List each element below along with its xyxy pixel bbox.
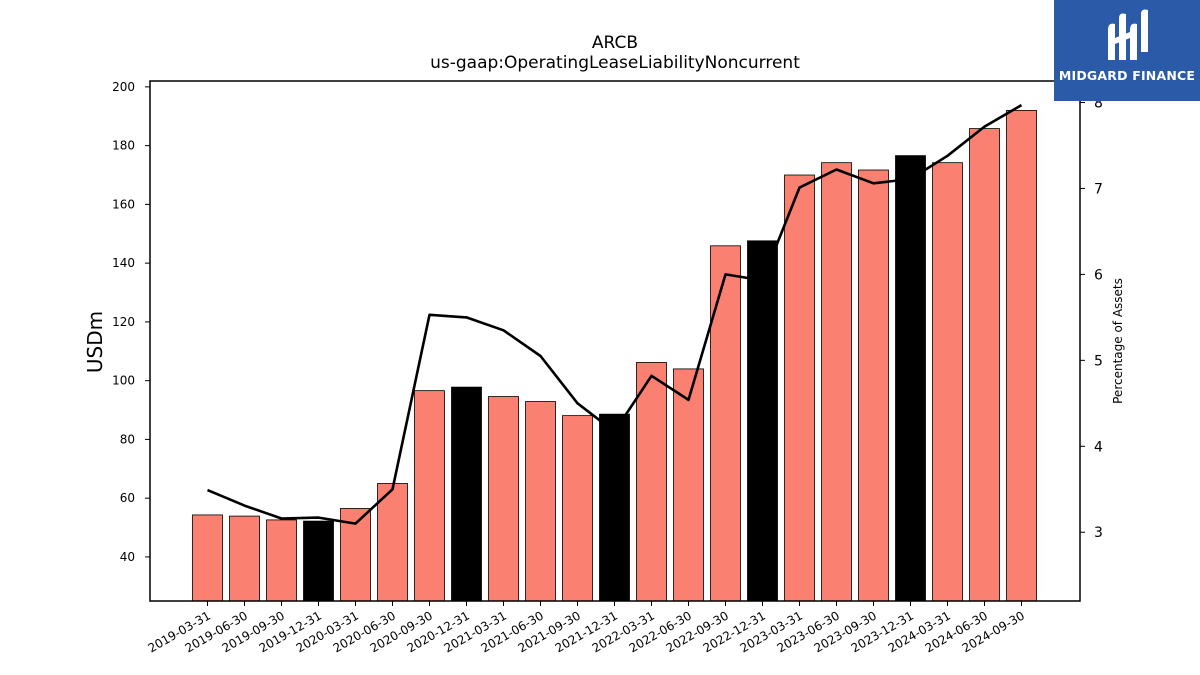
y2-tick-label: 6 <box>1094 267 1103 283</box>
bar-2022-03-31 <box>636 362 667 602</box>
y2-tick-label: 5 <box>1094 353 1103 369</box>
bar-2020-06-30 <box>377 483 408 602</box>
y-tick-label: 100 <box>112 374 135 388</box>
y-axis-label: USDm <box>83 311 107 373</box>
chart-title: ARCB <box>592 33 638 53</box>
bar-2020-12-31 <box>451 386 482 602</box>
y-axis: 40 60 80 100 120 140 160 180 200 <box>112 80 150 564</box>
bar-2021-06-30 <box>525 401 556 602</box>
bar-2022-06-30 <box>673 368 704 602</box>
y-tick-label: 200 <box>112 80 135 94</box>
bar-2023-12-31 <box>895 155 926 602</box>
bar-2019-12-31 <box>303 520 334 602</box>
bar-2024-09-30 <box>1006 109 1037 602</box>
logo-text: MIDGARD FINANCE <box>1058 68 1196 83</box>
bar-2024-03-31 <box>932 162 963 602</box>
y2-axis: 3 4 5 6 7 8 <box>1080 95 1103 541</box>
y2-tick-label: 4 <box>1094 439 1103 455</box>
logo: MIDGARD FINANCE <box>1054 0 1200 101</box>
line-layer <box>206 103 1023 525</box>
y2-axis-label: Percentage of Assets <box>1111 278 1125 404</box>
y-tick-label: 80 <box>120 432 135 446</box>
bar-2022-09-30 <box>710 245 741 602</box>
bar-2023-03-31 <box>784 174 815 602</box>
bar-2020-09-30 <box>414 390 445 602</box>
bar-2019-09-30 <box>266 519 297 602</box>
y-tick-label: 120 <box>112 315 135 329</box>
y-tick-label: 180 <box>112 139 135 153</box>
y-tick-label: 40 <box>120 550 135 564</box>
y2-tick-label: 8 <box>1094 95 1103 111</box>
bar-2021-03-31 <box>488 396 519 602</box>
chart-subtitle: us-gaap:OperatingLeaseLiabilityNoncurren… <box>430 53 800 73</box>
bar-2021-09-30 <box>562 415 593 602</box>
x-axis: 2019-03-312019-06-302019-09-302019-12-31… <box>146 601 1027 655</box>
bar-2024-06-30 <box>969 128 1000 602</box>
y2-tick-label: 7 <box>1094 181 1103 197</box>
y-tick-label: 160 <box>112 197 135 211</box>
bar-2019-06-30 <box>229 515 260 602</box>
y2-tick-label: 3 <box>1094 525 1103 541</box>
y-tick-label: 60 <box>120 491 135 505</box>
bar-2022-12-31 <box>747 240 778 602</box>
bar-2023-09-30 <box>858 169 889 602</box>
bar-2021-12-31 <box>599 413 630 602</box>
midgard-m-icon <box>1108 9 1148 61</box>
bar-2023-06-30 <box>821 162 852 602</box>
y-tick-label: 140 <box>112 256 135 270</box>
percentage-line <box>206 103 1023 525</box>
bar-2019-03-31 <box>192 514 223 602</box>
bars <box>192 109 1037 602</box>
